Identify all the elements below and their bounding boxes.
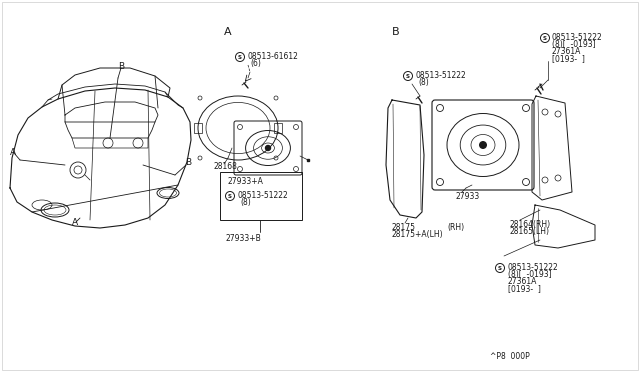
- Text: B: B: [185, 158, 191, 167]
- Text: (8)[  -0193]: (8)[ -0193]: [508, 270, 552, 279]
- Text: 28164(RH): 28164(RH): [510, 220, 551, 229]
- Text: 27933+A: 27933+A: [228, 177, 264, 186]
- Text: ^P8  000P: ^P8 000P: [490, 352, 530, 361]
- Text: 08513-51222: 08513-51222: [552, 33, 603, 42]
- Text: 28175: 28175: [392, 223, 416, 232]
- Text: B: B: [392, 27, 399, 37]
- Text: S: S: [498, 266, 502, 270]
- Bar: [194, 123, 202, 133]
- Text: (8)[  -0193]: (8)[ -0193]: [552, 40, 596, 49]
- Circle shape: [266, 145, 271, 151]
- Text: 08513-51222: 08513-51222: [237, 191, 288, 200]
- Text: A: A: [224, 27, 232, 37]
- Text: 08513-51222: 08513-51222: [415, 71, 466, 80]
- Text: (RH): (RH): [447, 223, 464, 232]
- Text: S: S: [238, 55, 242, 60]
- Circle shape: [479, 141, 487, 149]
- Bar: [274, 123, 282, 133]
- Text: 08513-61612: 08513-61612: [247, 52, 298, 61]
- Text: A: A: [72, 218, 78, 227]
- Text: 27933: 27933: [455, 192, 479, 201]
- Text: B: B: [118, 62, 124, 71]
- Text: (8): (8): [418, 78, 429, 87]
- Text: [0193-  ]: [0193- ]: [508, 284, 541, 293]
- Text: (6): (6): [250, 59, 261, 68]
- Text: S: S: [228, 193, 232, 199]
- Text: 28168: 28168: [213, 162, 237, 171]
- Text: 28165(LH): 28165(LH): [510, 227, 550, 236]
- Text: 27361A: 27361A: [508, 277, 538, 286]
- Text: 08513-51222: 08513-51222: [508, 263, 559, 272]
- Text: 27361A: 27361A: [552, 47, 581, 56]
- Text: 27933+B: 27933+B: [225, 234, 260, 243]
- Text: A: A: [10, 148, 16, 157]
- Text: S: S: [543, 35, 547, 41]
- Text: (8): (8): [240, 198, 251, 207]
- Text: [0193-  ]: [0193- ]: [552, 54, 585, 63]
- Text: 28175+A(LH): 28175+A(LH): [392, 230, 444, 239]
- Text: S: S: [406, 74, 410, 78]
- Bar: [220, 172, 302, 220]
